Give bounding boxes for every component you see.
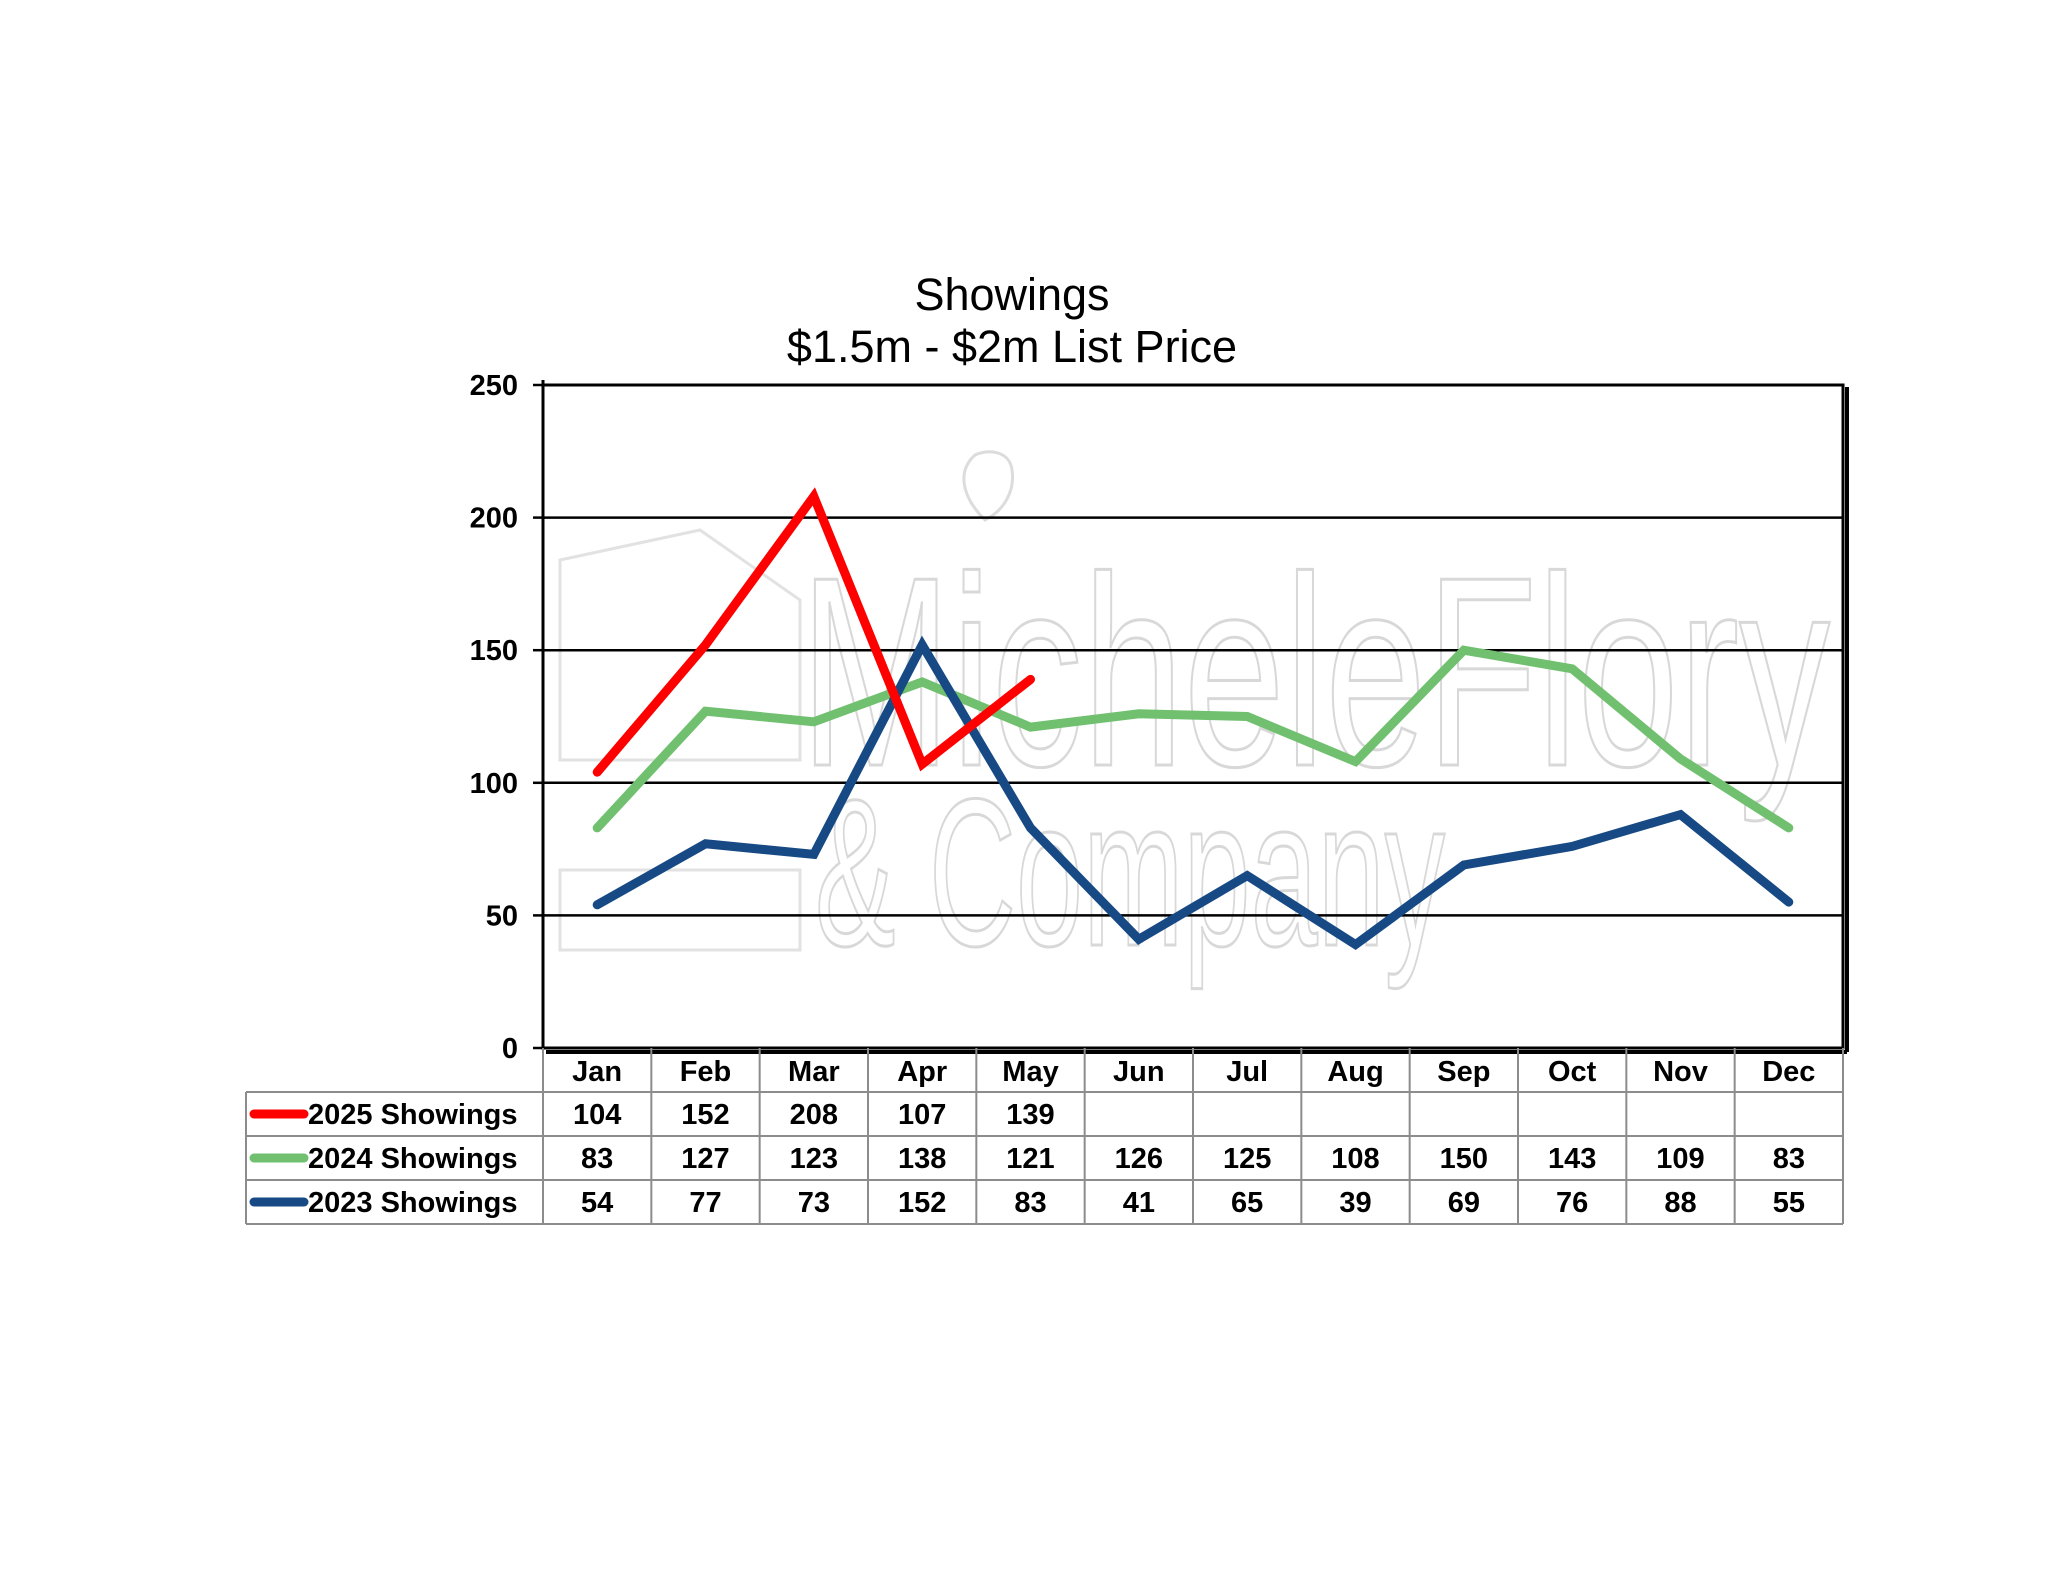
legend-label: 2024 Showings xyxy=(308,1143,518,1175)
y-tick-label: 250 xyxy=(470,370,518,402)
legend-label: 2023 Showings xyxy=(308,1187,518,1219)
data-label: 83 xyxy=(1773,1143,1805,1175)
chart-title: Showings xyxy=(914,269,1109,320)
data-label: 139 xyxy=(1006,1099,1054,1131)
x-tick-label: Sep xyxy=(1437,1056,1490,1088)
data-label: 126 xyxy=(1115,1143,1163,1175)
x-tick-label: Oct xyxy=(1548,1056,1597,1088)
series-line-2023-showings xyxy=(592,635,1794,951)
chart-subtitle: $1.5m - $2m List Price xyxy=(787,321,1237,372)
x-tick-label: Feb xyxy=(680,1056,732,1088)
y-tick-label: 150 xyxy=(470,635,518,667)
series-lines xyxy=(592,487,1794,951)
legend-label: 2025 Showings xyxy=(308,1099,518,1131)
data-label: 69 xyxy=(1448,1187,1480,1219)
y-axis: 0 50 100 150 200 250 xyxy=(470,370,543,1065)
data-table: Jan Feb Mar Apr May Jun Jul Aug Sep Oct Nov Dec 2025… xyxy=(245,1048,1844,1225)
data-label: 65 xyxy=(1231,1187,1263,1219)
y-tick-label: 100 xyxy=(470,768,518,800)
watermark-line1: MicheleFlory xyxy=(800,522,1830,824)
series-line-2024-showings xyxy=(592,645,1794,833)
data-label: 83 xyxy=(581,1143,613,1175)
data-label: 76 xyxy=(1556,1187,1588,1219)
data-label: 138 xyxy=(898,1143,946,1175)
series-line-2025-showings xyxy=(592,487,1035,777)
data-label: 109 xyxy=(1656,1143,1704,1175)
x-tick-label: Jul xyxy=(1226,1056,1268,1088)
watermark-leaf-icon xyxy=(962,450,1015,522)
data-label: 107 xyxy=(898,1099,946,1131)
x-tick-label: Aug xyxy=(1327,1056,1383,1088)
data-label: 54 xyxy=(581,1187,613,1219)
x-tick-label: Dec xyxy=(1762,1056,1815,1088)
data-label: 152 xyxy=(898,1187,946,1219)
watermark-house-icon xyxy=(558,528,802,952)
x-tick-label: Jan xyxy=(572,1056,622,1088)
data-label: 152 xyxy=(681,1099,729,1131)
watermark-line2: & Company xyxy=(815,755,1445,990)
data-label: 73 xyxy=(798,1187,830,1219)
data-label: 41 xyxy=(1123,1187,1155,1219)
x-tick-label: Jun xyxy=(1113,1056,1165,1088)
x-tick-label: Nov xyxy=(1653,1056,1708,1088)
x-tick-label: Mar xyxy=(788,1056,840,1088)
data-label: 123 xyxy=(790,1143,838,1175)
data-label: 39 xyxy=(1339,1187,1371,1219)
watermark-logo: MicheleFlory & Company xyxy=(558,450,1832,992)
data-label: 104 xyxy=(573,1099,621,1131)
data-label: 108 xyxy=(1331,1143,1379,1175)
data-label: 77 xyxy=(689,1187,721,1219)
x-tick-label: May xyxy=(1002,1056,1058,1088)
data-label: 83 xyxy=(1014,1187,1046,1219)
data-label: 143 xyxy=(1548,1143,1596,1175)
data-label: 125 xyxy=(1223,1143,1271,1175)
y-tick-label: 0 xyxy=(502,1033,518,1065)
y-tick-label: 50 xyxy=(486,900,518,932)
data-label: 55 xyxy=(1773,1187,1805,1219)
data-label: 121 xyxy=(1006,1143,1054,1175)
data-label: 127 xyxy=(681,1143,729,1175)
x-tick-label: Apr xyxy=(897,1056,947,1088)
data-label: 208 xyxy=(790,1099,838,1131)
gridlines xyxy=(543,516,1843,917)
y-tick-label: 200 xyxy=(470,503,518,535)
data-label: 88 xyxy=(1664,1187,1696,1219)
data-label: 150 xyxy=(1440,1143,1488,1175)
